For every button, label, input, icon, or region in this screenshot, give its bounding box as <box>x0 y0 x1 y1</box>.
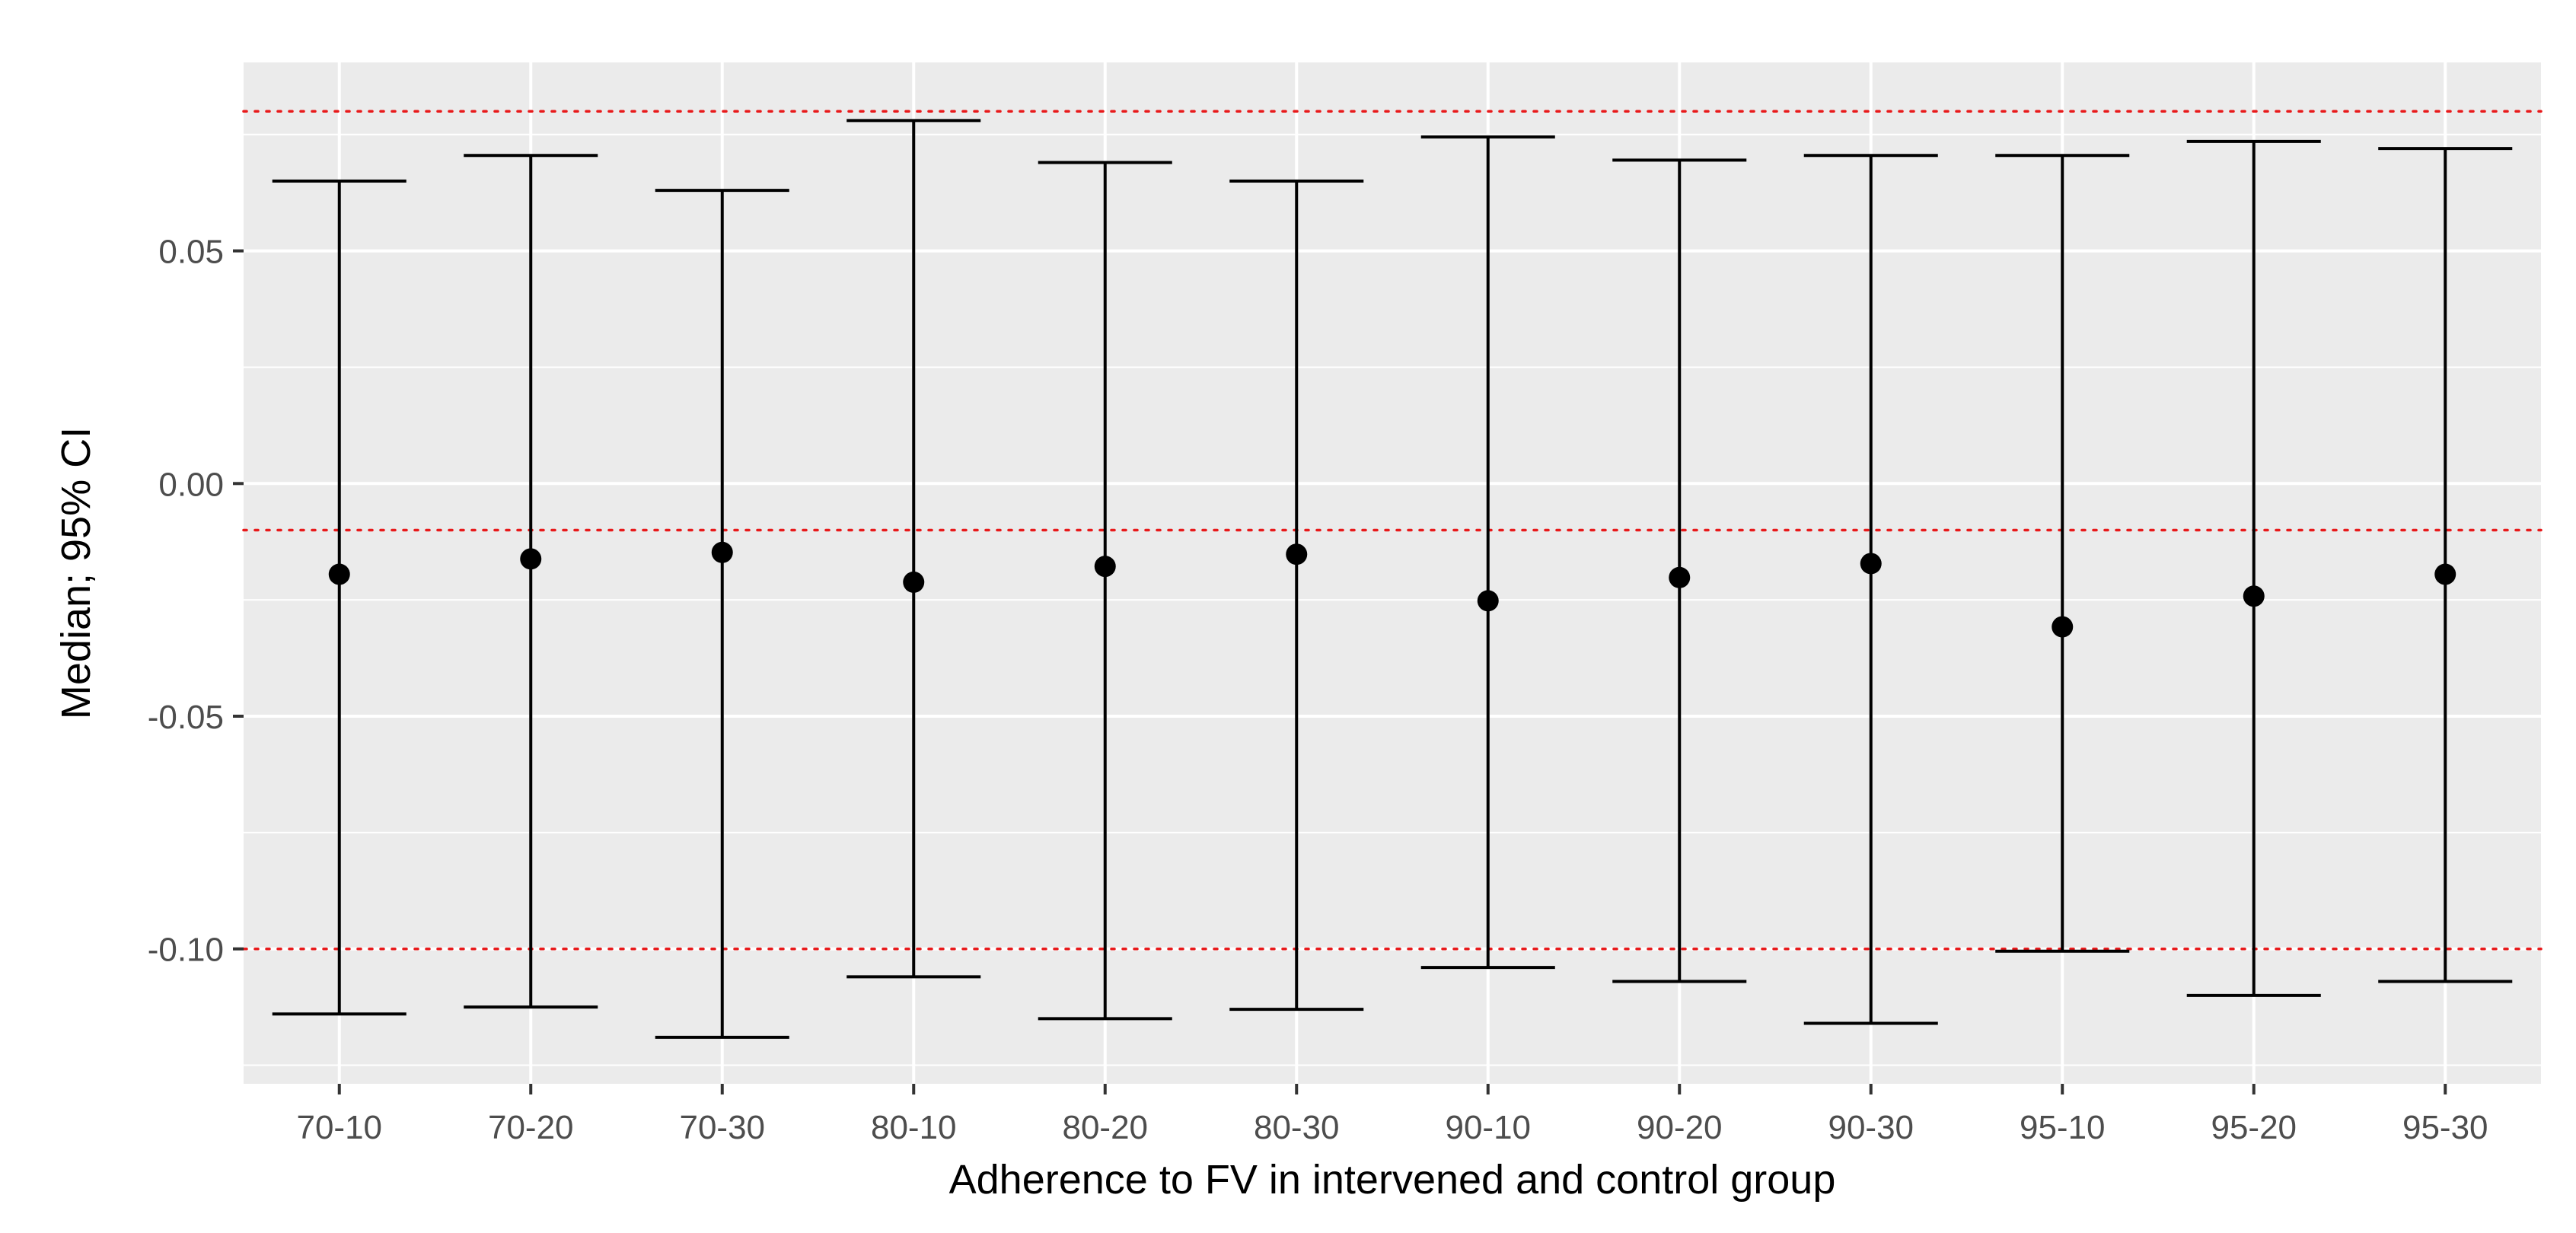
x-tick-label: 90-30 <box>1828 1109 1914 1146</box>
y-tick-label: -0.10 <box>148 932 224 969</box>
grid-minor <box>244 133 2541 1066</box>
median-point <box>1669 566 1691 588</box>
error-bars <box>272 119 2513 1039</box>
x-tick-label: 95-10 <box>2020 1109 2106 1146</box>
median-point <box>2052 616 2074 638</box>
x-axis-ticks: 70-10 70-20 70-30 80-10 80-20 80-30 90-10 90-20… <box>296 1084 2488 1146</box>
y-axis-ticks: 0.05 0.00 -0.05 -0.10 <box>148 234 244 969</box>
x-tick-label: 70-30 <box>679 1109 765 1146</box>
x-tick-label: 80-30 <box>1254 1109 1340 1146</box>
median-point <box>520 548 542 570</box>
median-point <box>2434 563 2456 585</box>
x-tick-label: 95-30 <box>2402 1109 2488 1146</box>
median-point <box>1860 553 1882 575</box>
x-axis-title: Adherence to FV in intervened and contro… <box>949 1157 1836 1203</box>
y-tick-label: -0.05 <box>148 699 224 736</box>
median-point <box>328 563 350 585</box>
x-tick-label: 90-20 <box>1637 1109 1723 1146</box>
y-tick-label: 0.05 <box>158 234 224 271</box>
x-tick-label: 80-10 <box>871 1109 957 1146</box>
median-point <box>1094 556 1116 578</box>
y-tick-label: 0.00 <box>158 466 224 503</box>
x-tick-label: 90-10 <box>1445 1109 1531 1146</box>
x-tick-label: 70-10 <box>296 1109 382 1146</box>
y-axis-title: Median; 95% CI <box>53 427 99 719</box>
plot-panel <box>244 62 2541 1084</box>
median-point <box>711 541 733 563</box>
x-tick-label: 95-20 <box>2211 1109 2297 1146</box>
median-point <box>1477 590 1499 612</box>
x-tick-label: 70-20 <box>488 1109 574 1146</box>
median-point <box>903 571 925 593</box>
median-point <box>2243 585 2265 607</box>
x-tick-label: 80-20 <box>1062 1109 1148 1146</box>
median-point <box>1286 543 1308 566</box>
median-points <box>328 541 2456 638</box>
